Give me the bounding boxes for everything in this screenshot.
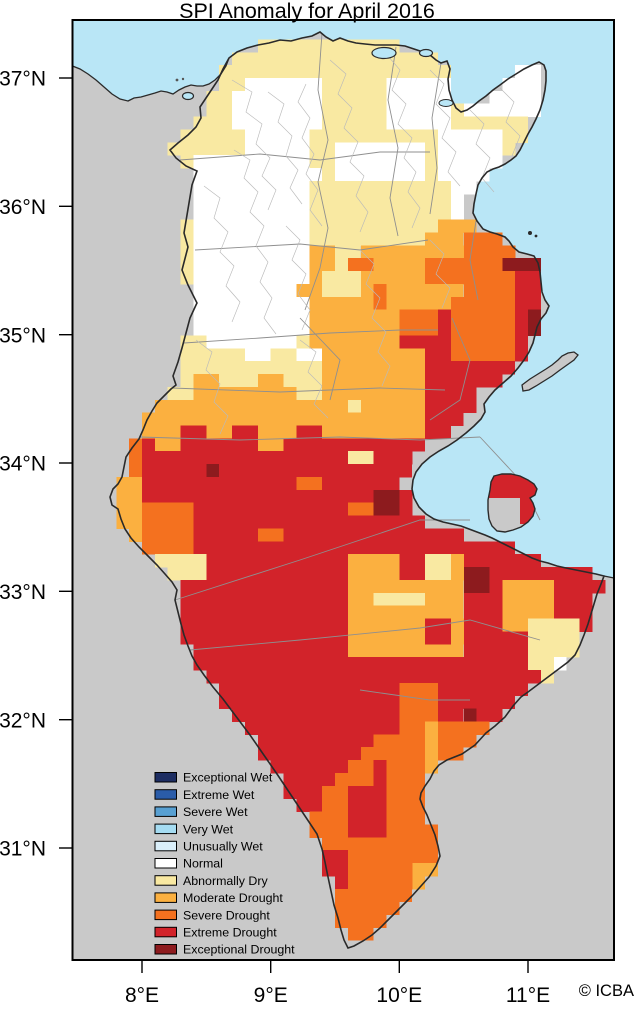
svg-text:Moderate Drought: Moderate Drought	[183, 891, 283, 905]
svg-text:Exceptional Wet: Exceptional Wet	[183, 771, 273, 785]
svg-text:Normal: Normal	[183, 857, 223, 871]
svg-text:33°N: 33°N	[0, 581, 46, 604]
svg-text:9°E: 9°E	[254, 984, 288, 1004]
svg-text:35°N: 35°N	[0, 324, 46, 347]
svg-text:Exceptional Drought: Exceptional Drought	[183, 943, 295, 957]
svg-text:10°E: 10°E	[376, 984, 422, 1004]
svg-text:Severe Drought: Severe Drought	[183, 908, 270, 922]
svg-text:31°N: 31°N	[0, 838, 46, 861]
svg-text:36°N: 36°N	[0, 196, 46, 219]
svg-text:© ICBA: © ICBA	[579, 982, 634, 1000]
svg-text:SPI Anomaly for April 2016: SPI Anomaly for April 2016	[179, 0, 435, 23]
svg-text:Unusually Wet: Unusually Wet	[183, 840, 263, 854]
svg-text:34°N: 34°N	[0, 453, 46, 476]
svg-text:11°E: 11°E	[506, 984, 550, 1004]
svg-text:32°N: 32°N	[0, 709, 46, 732]
svg-text:8°E: 8°E	[125, 984, 159, 1004]
svg-text:Abnormally Dry: Abnormally Dry	[183, 874, 268, 888]
svg-text:Extreme Drought: Extreme Drought	[183, 926, 277, 940]
svg-text:Extreme Wet: Extreme Wet	[183, 788, 255, 802]
svg-text:Severe Wet: Severe Wet	[183, 805, 248, 819]
svg-text:Very Wet: Very Wet	[183, 822, 234, 836]
svg-text:37°N: 37°N	[0, 68, 46, 91]
